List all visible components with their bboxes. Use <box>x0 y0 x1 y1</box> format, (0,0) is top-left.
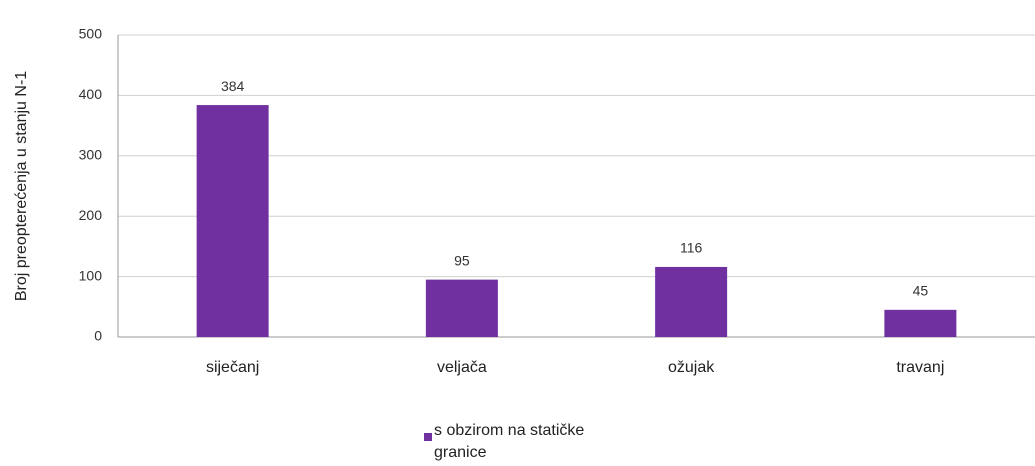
x-tick-label: ožujak <box>668 359 715 376</box>
y-tick-label: 100 <box>79 267 103 283</box>
y-tick-label: 300 <box>79 147 103 163</box>
legend: s obzirom na statičke granice <box>424 420 614 464</box>
legend-label: s obzirom na statičke granice <box>434 422 585 461</box>
y-tick-label: 200 <box>79 207 103 223</box>
legend-swatch <box>424 433 432 441</box>
y-axis-label: Broj preopterećenja u stanju N-1 <box>13 71 30 301</box>
y-tick-label: 0 <box>94 328 102 344</box>
data-label: 95 <box>454 252 470 268</box>
data-label: 384 <box>221 78 245 94</box>
x-tick-label: travanj <box>896 359 944 376</box>
y-tick-label: 500 <box>79 26 103 42</box>
bar <box>425 279 498 337</box>
bar <box>655 266 728 337</box>
data-label: 116 <box>680 240 703 256</box>
bar <box>884 309 957 337</box>
data-label: 45 <box>913 283 929 299</box>
x-tick-label: siječanj <box>206 359 259 376</box>
x-tick-label: veljača <box>437 359 487 376</box>
y-tick-label: 400 <box>79 86 103 102</box>
bar <box>196 105 269 338</box>
chart: Broj preopterećenja u stanju N-1 0 100 200… <box>13 26 1035 376</box>
